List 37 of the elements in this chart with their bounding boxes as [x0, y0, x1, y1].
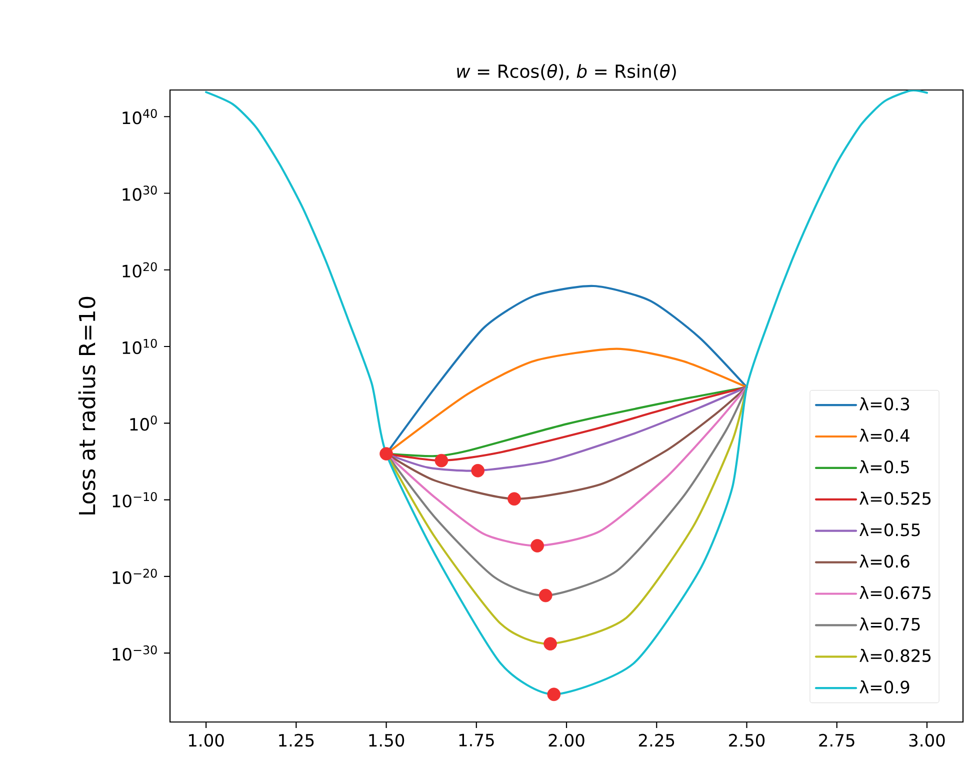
y-tick-label: 10$^{−10}$: [112, 492, 157, 508]
point: [544, 637, 557, 650]
legend-label: λ=0.3: [860, 397, 910, 410]
legend-label: λ=0.4: [860, 428, 910, 442]
legend-label: λ=0.525: [860, 492, 931, 505]
point: [471, 464, 485, 478]
x-tick-label: 3.00: [909, 734, 945, 747]
legend-label: λ=0.5: [860, 460, 909, 474]
y-tick-label: 10$^{10}$: [122, 338, 157, 354]
x-tick-label: 1.25: [279, 734, 314, 747]
point: [538, 588, 552, 602]
x-tick-label: 1.00: [189, 734, 224, 747]
point: [380, 447, 393, 460]
x-tick-label: 2.25: [638, 734, 674, 747]
legend-label: λ=0.9: [860, 680, 910, 694]
x-tick-label: 2.00: [548, 734, 584, 747]
point: [508, 492, 521, 506]
legend-label: λ=0.825: [860, 648, 931, 662]
chart-title: w = Rcos(θ), b = Rsin(θ): [457, 64, 676, 80]
y-axis-title: Loss at radius R=10: [78, 296, 96, 514]
x-tick-label: 2.75: [819, 734, 854, 747]
y-tick-label: 10$^{0}$: [130, 415, 157, 431]
legend-label: λ=0.675: [860, 586, 931, 600]
point: [547, 688, 561, 702]
x-tick-label: 1.50: [369, 734, 404, 747]
legend-label: λ=0.75: [860, 617, 920, 631]
y-tick-label: 10$^{−30}$: [112, 645, 157, 661]
legend-label: λ=0.55: [860, 523, 920, 536]
legend-label: λ=0.6: [860, 554, 910, 568]
y-tick-label: 10$^{30}$: [122, 186, 157, 201]
x-tick-label: 1.75: [459, 734, 494, 746]
point: [530, 539, 544, 552]
y-tick-label: 10$^{40}$: [122, 108, 157, 124]
y-tick-label: 10$^{−20}$: [112, 568, 157, 584]
point: [434, 454, 448, 468]
y-tick-label: 10$^{20}$: [122, 262, 157, 278]
x-tick-label: 2.50: [729, 734, 765, 747]
